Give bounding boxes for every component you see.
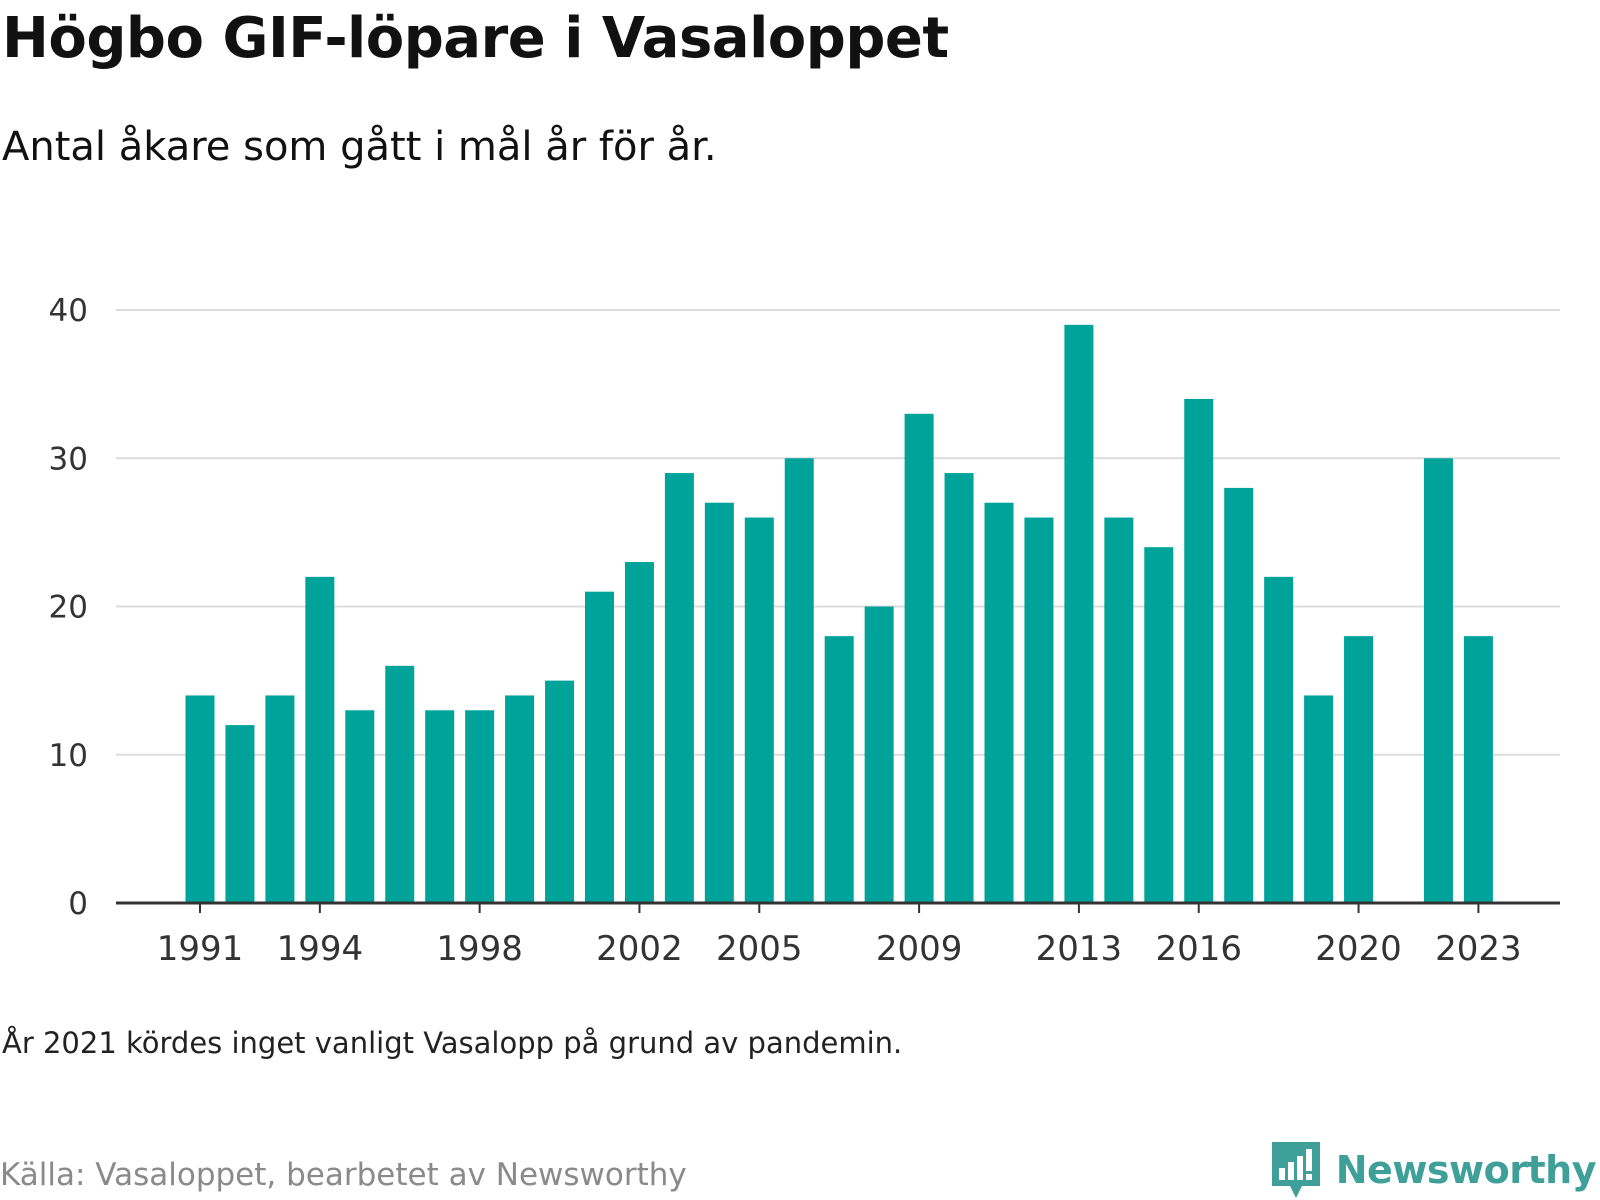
bar-2023: [1463, 636, 1493, 903]
newsworthy-logo-icon: [1271, 1142, 1320, 1198]
bar-2005: [744, 517, 774, 903]
bar-2022: [1423, 458, 1453, 903]
chart-note: År 2021 kördes inget vanligt Vasalopp på…: [2, 1026, 903, 1060]
bar-2020: [1344, 636, 1374, 903]
bar-2004: [704, 502, 734, 903]
bar-2001: [585, 591, 614, 903]
bar-1997: [425, 710, 455, 903]
y-tick-label: 30: [49, 441, 88, 477]
bar-1995: [345, 710, 375, 903]
y-tick-label: 10: [49, 738, 88, 774]
bar-2008: [864, 606, 894, 903]
bar-2010: [944, 473, 974, 903]
bar-2012: [1024, 517, 1054, 903]
x-tick-label: 2023: [1435, 929, 1522, 969]
y-tick-label: 20: [49, 590, 88, 626]
x-tick-label: 1994: [277, 929, 364, 969]
y-axis-ticks: 0 10 20 30 40: [49, 293, 88, 922]
bar-chart: 0 10 20 30 40 1991 1994 1998 2002 2005 2009 2013 20…: [49, 293, 1560, 969]
bar-2000: [545, 680, 575, 903]
x-axis-ticks: 1991 1994 1998 2002 2005 2009 2013 2016 2020 2023: [157, 903, 1522, 969]
chart-title: Högbo GIF-löpare i Vasaloppet: [2, 6, 949, 71]
bar-1999: [505, 695, 535, 903]
bar-2002: [624, 562, 654, 903]
chart-subtitle: Antal åkare som gått i mål år för år.: [2, 124, 717, 170]
x-tick-label: 2016: [1155, 929, 1242, 969]
y-tick-label: 40: [49, 293, 88, 329]
x-tick-label: 2020: [1315, 929, 1402, 969]
bar-2018: [1264, 576, 1294, 903]
bar-1991: [185, 695, 215, 903]
brand-logo: Newsworthy: [1270, 1140, 1597, 1200]
bar-1992: [225, 725, 255, 903]
bar-1993: [265, 695, 295, 903]
bar-1996: [385, 665, 415, 903]
x-tick-label: 2005: [716, 929, 803, 969]
bar-2016: [1184, 398, 1214, 903]
bar-1998: [465, 710, 495, 903]
x-tick-label: 1998: [436, 929, 523, 969]
bar-2014: [1104, 517, 1134, 903]
x-tick-label: 2009: [876, 929, 963, 969]
bar-2007: [824, 636, 854, 903]
x-tick-label: 2013: [1036, 929, 1123, 969]
source-credit: Källa: Vasaloppet, bearbetet av Newswort…: [0, 1157, 687, 1193]
bar-2019: [1304, 695, 1334, 903]
bar-2006: [784, 458, 814, 903]
bars: [185, 324, 1493, 903]
y-tick-label: 0: [68, 886, 88, 922]
bar-2003: [664, 473, 694, 903]
bar-2011: [984, 502, 1014, 903]
brand-name: Newsworthy: [1335, 1148, 1597, 1192]
bar-2009: [904, 413, 934, 903]
bar-1994: [305, 576, 335, 903]
x-tick-label: 2002: [596, 929, 683, 969]
bar-2013: [1064, 324, 1094, 903]
x-tick-label: 1991: [157, 929, 244, 969]
bar-2017: [1224, 487, 1254, 903]
bar-2015: [1144, 547, 1174, 903]
